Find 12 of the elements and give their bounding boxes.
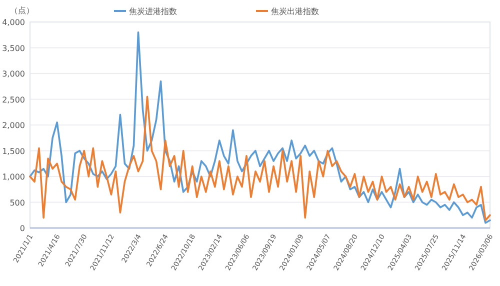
y-tick-label: 3,500 (2, 44, 25, 53)
y-tick-label: 2,000 (2, 121, 25, 130)
y-tick-label: 1,000 (2, 172, 25, 182)
y-tick-label: 4,000 (2, 18, 25, 27)
legend-label: 焦炭进港指数 (129, 7, 177, 16)
y-tick-label: 0 (20, 224, 25, 233)
y-tick-label: 3,000 (2, 70, 25, 78)
legend-label: 焦炭出港指数 (271, 7, 319, 16)
y-tick-label: 2,500 (2, 95, 25, 104)
y-axis-title: （点） (10, 6, 34, 15)
y-tick-label: 1,500 (2, 146, 25, 156)
y-tick-label: 500 (10, 198, 25, 208)
